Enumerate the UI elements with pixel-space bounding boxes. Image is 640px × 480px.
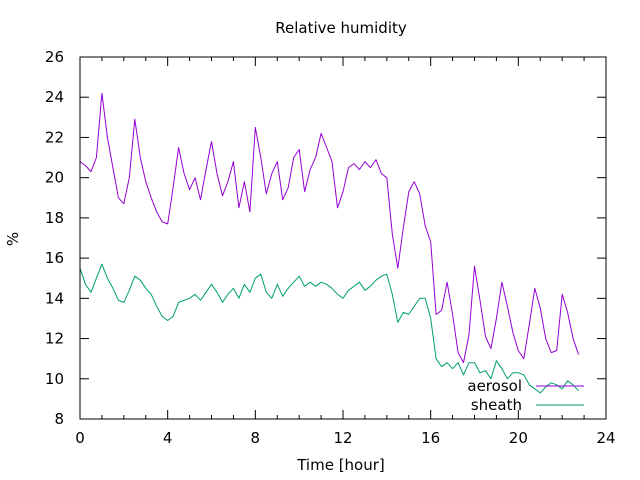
x-tick-label: 24: [596, 429, 615, 447]
x-tick-label: 8: [251, 429, 261, 447]
y-tick-label: 8: [54, 410, 64, 428]
x-tick-label: 16: [421, 429, 440, 447]
y-axis-label: %: [4, 232, 22, 246]
plot-frame: [79, 56, 607, 420]
y-tick-label: 20: [45, 169, 64, 187]
y-tick-label: 22: [45, 128, 64, 146]
x-axis-ticks: 0 4 8 12 16 20 24: [75, 57, 616, 447]
x-axis-label: Time [hour]: [296, 456, 385, 474]
x-tick-label: 12: [333, 429, 352, 447]
x-tick-label: 0: [75, 429, 85, 447]
y-tick-label: 10: [45, 370, 64, 388]
legend-label-sheath: sheath: [471, 396, 522, 414]
legend-label-aerosol: aerosol: [467, 377, 522, 395]
series-lines: [79, 92, 580, 394]
series-line-aerosol: [79, 92, 580, 364]
y-axis-ticks: 8 10 12 14 16 18 20 22 24 26: [45, 48, 606, 428]
series-line-sheath: [79, 263, 579, 394]
chart-title: Relative humidity: [275, 19, 407, 37]
y-tick-label: 18: [45, 209, 64, 227]
x-tick-label: 4: [163, 429, 173, 447]
y-tick-label: 16: [45, 249, 64, 267]
y-tick-label: 12: [45, 330, 64, 348]
y-tick-label: 24: [45, 88, 64, 106]
x-tick-label: 20: [509, 429, 528, 447]
y-tick-label: 26: [45, 48, 64, 66]
y-tick-label: 14: [45, 289, 64, 307]
